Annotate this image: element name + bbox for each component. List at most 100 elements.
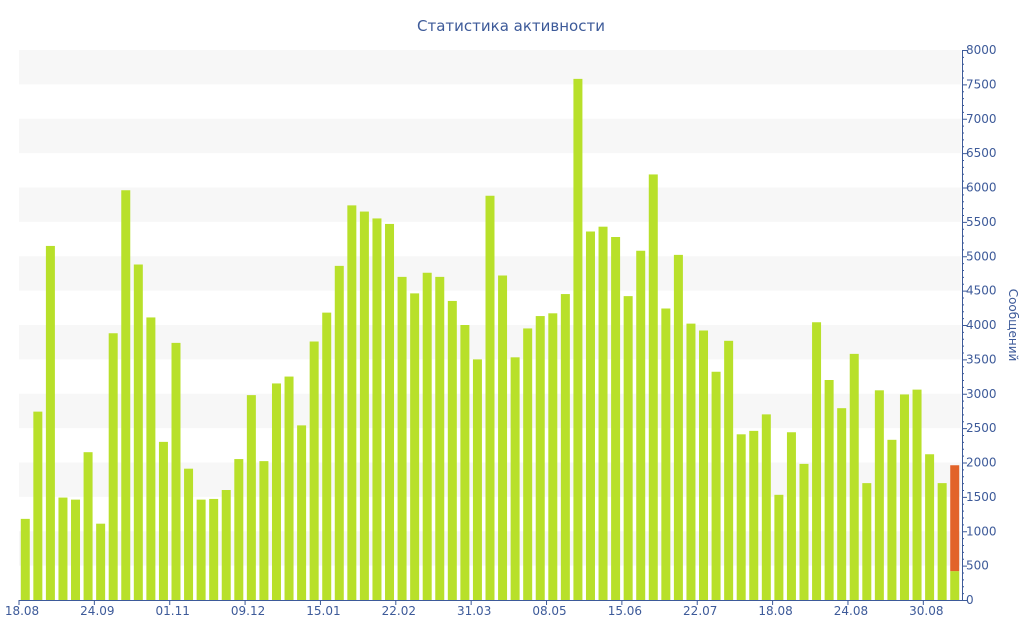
y-axis-label: Сообщений bbox=[1006, 289, 1020, 362]
bar bbox=[774, 494, 784, 600]
bar bbox=[58, 497, 68, 600]
y-tick-label: 3500 bbox=[966, 352, 997, 366]
y-tick-label: 4500 bbox=[966, 284, 997, 298]
y-tick-label: 2500 bbox=[966, 421, 997, 435]
bar bbox=[925, 454, 935, 600]
x-tick-label: 18.08 bbox=[758, 604, 792, 618]
bars bbox=[20, 78, 960, 600]
bar bbox=[259, 461, 269, 600]
bar bbox=[472, 359, 482, 600]
bar bbox=[510, 357, 520, 600]
x-tick-label: 15.01 bbox=[306, 604, 340, 618]
x-tick-label: 24.09 bbox=[80, 604, 114, 618]
grid-band bbox=[19, 50, 961, 85]
bar bbox=[862, 483, 872, 600]
bar bbox=[485, 195, 495, 600]
bar bbox=[849, 353, 859, 600]
bar bbox=[598, 226, 608, 600]
bar bbox=[108, 333, 118, 600]
bar bbox=[297, 425, 307, 600]
bar bbox=[334, 265, 344, 600]
grid-band bbox=[19, 118, 961, 154]
bar bbox=[45, 245, 55, 600]
bar bbox=[535, 316, 545, 600]
bar bbox=[686, 323, 696, 600]
bar bbox=[271, 383, 281, 600]
y-tick-label: 1000 bbox=[966, 524, 997, 538]
y-tick-label: 7000 bbox=[966, 112, 997, 126]
x-tick-label: 08.05 bbox=[532, 604, 566, 618]
bar bbox=[673, 254, 683, 600]
y-tick-label: 3000 bbox=[966, 387, 997, 401]
bar bbox=[184, 468, 194, 600]
bar bbox=[887, 439, 897, 600]
y-tick-label: 1500 bbox=[966, 490, 997, 504]
bar bbox=[221, 490, 231, 600]
bar bbox=[234, 459, 244, 600]
bar bbox=[837, 408, 847, 600]
x-tick-label: 30.08 bbox=[909, 604, 943, 618]
bar bbox=[912, 389, 922, 600]
bar bbox=[146, 317, 156, 600]
bar bbox=[33, 411, 43, 600]
bar bbox=[284, 376, 294, 600]
bar bbox=[560, 294, 570, 600]
bar bbox=[874, 390, 884, 600]
bar bbox=[246, 395, 256, 600]
x-tick-label: 15.06 bbox=[608, 604, 642, 618]
bar bbox=[736, 434, 746, 600]
y-tick-label: 5000 bbox=[966, 249, 997, 263]
y-tick-label: 5500 bbox=[966, 215, 997, 229]
bar bbox=[96, 523, 106, 600]
bar bbox=[548, 313, 558, 600]
bar bbox=[422, 272, 432, 600]
bar bbox=[121, 190, 131, 600]
bar bbox=[661, 308, 671, 600]
bar bbox=[611, 237, 621, 600]
x-tick-label: 31.03 bbox=[457, 604, 491, 618]
bar-highlight bbox=[950, 465, 960, 572]
bar bbox=[460, 325, 470, 600]
bar bbox=[347, 205, 357, 600]
bar bbox=[498, 275, 508, 600]
y-tick-label: 7500 bbox=[966, 77, 997, 91]
bar bbox=[435, 276, 445, 600]
x-tick-label: 24.08 bbox=[834, 604, 868, 618]
y-tick-label: 6500 bbox=[966, 146, 997, 160]
bar bbox=[385, 223, 395, 600]
bar bbox=[724, 340, 734, 600]
bar bbox=[899, 394, 909, 600]
x-tick-label: 18.08 bbox=[5, 604, 39, 618]
y-tick-label: 2000 bbox=[966, 456, 997, 470]
bar bbox=[937, 483, 947, 600]
bar bbox=[761, 414, 771, 600]
bar bbox=[585, 231, 595, 600]
y-tick-label: 4000 bbox=[966, 318, 997, 332]
bar bbox=[799, 463, 809, 600]
bar bbox=[699, 330, 709, 600]
bar bbox=[410, 293, 420, 600]
y-tick-label: 6000 bbox=[966, 181, 997, 195]
bar bbox=[786, 432, 796, 600]
bar bbox=[196, 499, 206, 600]
bar bbox=[309, 341, 319, 600]
bar bbox=[950, 571, 960, 600]
x-axis: 18.08 24.09 01.11 09.12 15.01 22.02 31.03 08.05… bbox=[5, 600, 963, 618]
y-tick-label: 8000 bbox=[966, 43, 997, 57]
bar bbox=[158, 441, 168, 600]
x-tick-label: 09.12 bbox=[231, 604, 265, 618]
x-tick-label: 01.11 bbox=[156, 604, 190, 618]
bar bbox=[636, 250, 646, 600]
chart-title: Статистика активности bbox=[417, 17, 605, 35]
bar bbox=[133, 264, 143, 600]
bar bbox=[209, 498, 219, 600]
bar bbox=[648, 174, 658, 600]
bar bbox=[573, 78, 583, 600]
x-tick-label: 22.07 bbox=[683, 604, 717, 618]
bar bbox=[711, 371, 721, 600]
bar bbox=[824, 380, 834, 600]
bar bbox=[397, 276, 407, 600]
bar bbox=[812, 322, 822, 600]
bar bbox=[359, 211, 369, 600]
